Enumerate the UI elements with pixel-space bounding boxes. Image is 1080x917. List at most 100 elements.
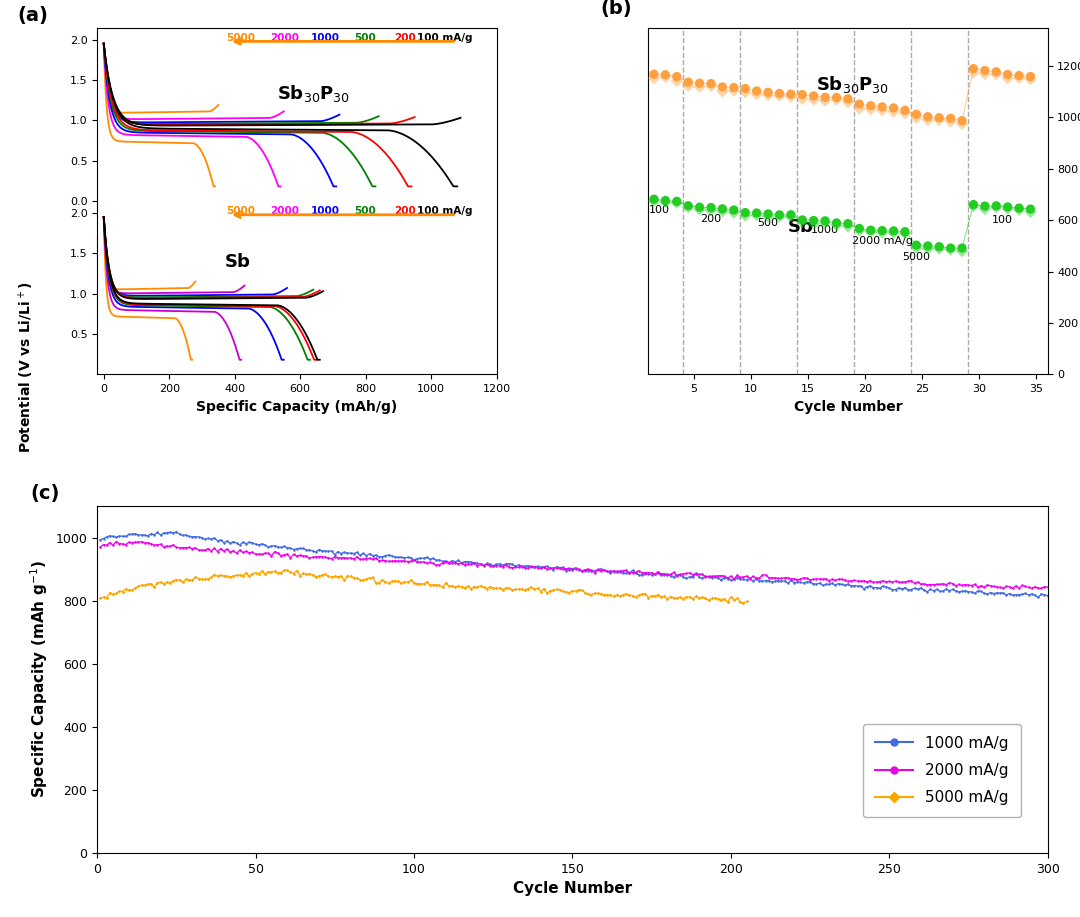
X-axis label: Cycle Number: Cycle Number xyxy=(513,881,632,896)
Point xyxy=(942,242,959,257)
Point xyxy=(885,105,902,119)
Point xyxy=(702,200,719,215)
Point xyxy=(737,208,754,223)
Text: 500: 500 xyxy=(354,206,376,216)
Point xyxy=(725,205,742,220)
Point xyxy=(646,192,663,206)
Point xyxy=(999,71,1016,85)
Point xyxy=(691,200,708,215)
Point xyxy=(987,67,1004,82)
Point xyxy=(908,107,926,122)
Point xyxy=(862,102,879,116)
Point xyxy=(828,93,846,107)
Point xyxy=(976,199,994,214)
Point xyxy=(931,113,948,127)
Text: (b): (b) xyxy=(600,0,632,17)
Point xyxy=(714,204,731,218)
Point xyxy=(896,226,914,240)
Point xyxy=(987,64,1004,79)
Point xyxy=(771,88,788,103)
Text: 100 mA/g: 100 mA/g xyxy=(417,206,472,216)
Point xyxy=(908,240,926,255)
Point xyxy=(976,63,994,78)
Point xyxy=(669,73,686,88)
Point xyxy=(657,68,674,83)
Point xyxy=(679,198,697,213)
Point xyxy=(942,241,959,256)
Point xyxy=(816,94,834,108)
Point xyxy=(748,87,766,102)
Point xyxy=(794,92,811,106)
Text: 200: 200 xyxy=(394,206,416,216)
Text: Sb$_{30}$P$_{30}$: Sb$_{30}$P$_{30}$ xyxy=(276,83,350,104)
Point xyxy=(782,89,799,104)
Point xyxy=(954,116,971,131)
Point xyxy=(885,226,902,240)
Point xyxy=(908,238,926,252)
Point xyxy=(828,90,846,105)
Point xyxy=(725,80,742,94)
Point xyxy=(816,90,834,105)
Point xyxy=(679,79,697,94)
Point xyxy=(839,94,856,109)
Point xyxy=(828,217,846,232)
Text: (a): (a) xyxy=(17,6,49,25)
Point xyxy=(816,215,834,230)
Point xyxy=(725,83,742,98)
Point xyxy=(782,87,799,102)
Point xyxy=(851,221,868,236)
Point xyxy=(976,67,994,82)
Point xyxy=(759,88,777,103)
Point xyxy=(851,97,868,112)
Point xyxy=(771,209,788,224)
Point xyxy=(714,80,731,94)
Y-axis label: Specific Capacity (mAh g$^{-1}$): Specific Capacity (mAh g$^{-1}$) xyxy=(28,560,50,799)
Text: (c): (c) xyxy=(30,484,60,503)
Text: 100: 100 xyxy=(991,215,1012,225)
Point xyxy=(702,203,719,217)
Point xyxy=(1011,203,1028,217)
Point xyxy=(805,89,822,104)
Point xyxy=(954,241,971,256)
Point xyxy=(759,206,777,221)
Point xyxy=(919,241,936,256)
Point xyxy=(942,111,959,126)
Point xyxy=(657,70,674,84)
Text: Sb: Sb xyxy=(788,218,814,236)
Text: 200: 200 xyxy=(701,214,721,224)
Legend: 1000 mA/g, 2000 mA/g, 5000 mA/g: 1000 mA/g, 2000 mA/g, 5000 mA/g xyxy=(863,724,1021,817)
Text: Potential (V vs Li/Li$^+$): Potential (V vs Li/Li$^+$) xyxy=(16,281,36,453)
Point xyxy=(931,241,948,256)
Point xyxy=(805,214,822,228)
Point xyxy=(794,213,811,227)
Point xyxy=(896,103,914,117)
Point xyxy=(839,219,856,234)
Point xyxy=(737,82,754,96)
Point xyxy=(782,207,799,222)
Point xyxy=(862,223,879,238)
Text: 200: 200 xyxy=(394,33,416,43)
Point xyxy=(669,194,686,209)
Point xyxy=(976,202,994,216)
Point xyxy=(942,114,959,128)
Point xyxy=(748,205,766,220)
Point xyxy=(669,70,686,84)
X-axis label: Cycle Number: Cycle Number xyxy=(794,400,902,414)
Text: 5000: 5000 xyxy=(227,33,256,43)
Point xyxy=(759,209,777,224)
Text: 1000: 1000 xyxy=(811,226,839,236)
Point xyxy=(805,93,822,107)
Point xyxy=(748,208,766,223)
Point xyxy=(931,239,948,254)
Point xyxy=(896,225,914,239)
Point xyxy=(771,207,788,222)
Point xyxy=(851,101,868,116)
Point xyxy=(759,85,777,100)
Point xyxy=(964,199,982,214)
X-axis label: Specific Capacity (mAh/g): Specific Capacity (mAh/g) xyxy=(197,400,397,414)
Point xyxy=(964,61,982,76)
Point xyxy=(737,85,754,100)
Text: 500: 500 xyxy=(354,33,376,43)
Point xyxy=(954,114,971,128)
Point xyxy=(657,194,674,209)
